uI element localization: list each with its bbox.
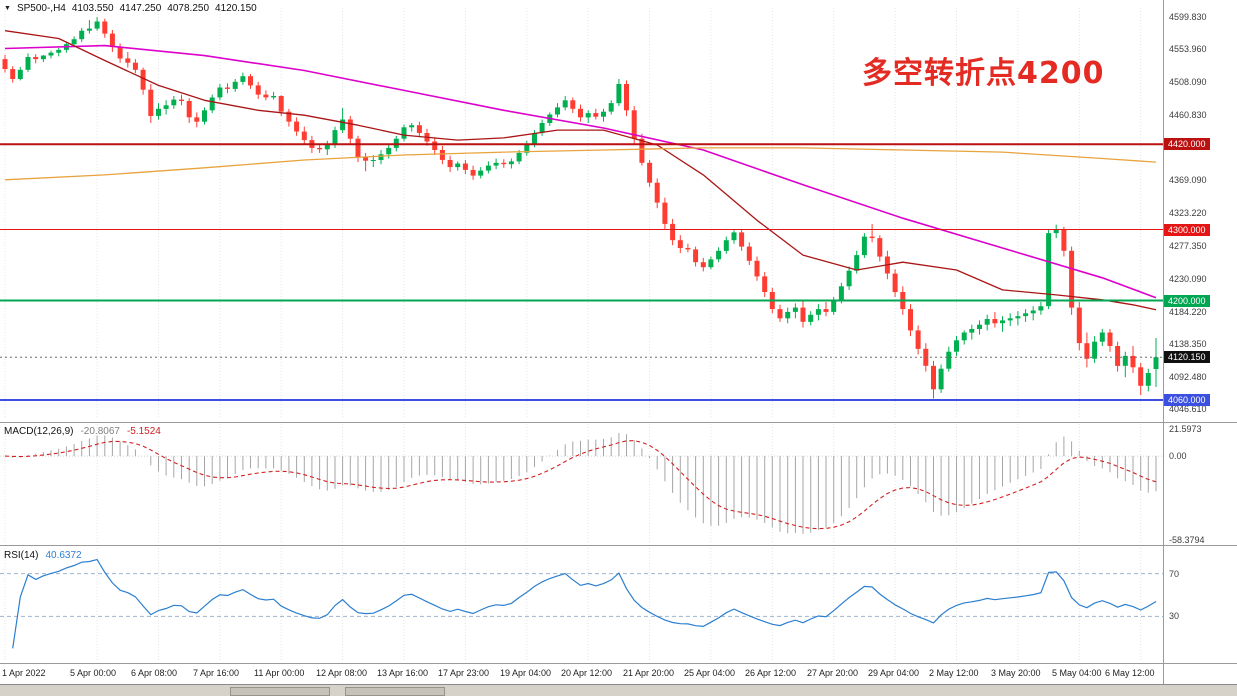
price-axis-tick: 4323.220 — [1169, 208, 1207, 218]
panel-separator-rsi[interactable] — [0, 545, 1237, 546]
chart-header: ▼ SP500-,H4 4103.550 4147.250 4078.250 4… — [4, 3, 257, 14]
ohlc-low-value: 4078.250 — [167, 3, 210, 14]
rsi-axis-level-30: 30 — [1169, 611, 1180, 621]
macd-axis-max: 21.5973 — [1169, 424, 1202, 434]
chart-annotation-text: 多空转折点4200 — [862, 56, 1105, 91]
price-axis-hline-label: 4420.000 — [1164, 138, 1210, 150]
price-axis-tick: 4460.830 — [1169, 110, 1207, 120]
symbol-timeframe-label: SP500-,H4 — [16, 3, 66, 14]
candlesticks — [2, 17, 1159, 399]
time-axis-label: 20 Apr 12:00 — [561, 668, 613, 678]
chart-canvas[interactable] — [0, 0, 1163, 684]
ma-line-long-orange — [4, 147, 1157, 181]
rsi-title: RSI(14) — [4, 550, 39, 561]
price-axis-tick: 4184.220 — [1169, 307, 1207, 317]
time-axis-label: 3 May 20:00 — [991, 668, 1041, 678]
ohlc-open-value: 4103.550 — [71, 3, 114, 14]
price-axis-hline-label: 4300.000 — [1164, 224, 1210, 236]
price-axis-tick: 4277.350 — [1169, 241, 1207, 251]
price-axis-tick: 4046.610 — [1169, 404, 1207, 414]
panel-separator-macd[interactable] — [0, 422, 1237, 423]
price-axis-tick: 4369.090 — [1169, 175, 1207, 185]
time-axis-label: 11 Apr 00:00 — [254, 668, 305, 678]
macd-axis-zero: 0.00 — [1169, 451, 1187, 461]
rsi-value: 40.6372 — [45, 550, 82, 561]
macd-histogram — [12, 433, 1157, 534]
macd-axis-min: -58.3794 — [1169, 535, 1205, 545]
time-axis-separator — [0, 663, 1237, 664]
time-axis-label: 26 Apr 12:00 — [745, 668, 797, 678]
macd-indicator-label: MACD(12,26,9) -20.8067 -5.1524 — [4, 426, 161, 437]
time-axis[interactable]: 1 Apr 2022 5 Apr 00:00 6 Apr 08:00 7 Apr 16… — [0, 664, 1163, 684]
price-axis-current-price: 4120.150 — [1164, 351, 1210, 363]
bottom-bar — [0, 684, 1237, 696]
time-axis-label: 1 Apr 2022 — [2, 668, 46, 678]
time-axis-label: 21 Apr 20:00 — [623, 668, 675, 678]
price-axis-hline-label: 4200.000 — [1164, 295, 1210, 307]
rsi-indicator-label: RSI(14) 40.6372 — [4, 550, 82, 561]
price-axis-tick: 4508.090 — [1169, 77, 1207, 87]
ma-line-slow-magenta — [4, 44, 1157, 299]
rsi-axis-level-70: 70 — [1169, 569, 1180, 579]
ohlc-high-value: 4147.250 — [119, 3, 162, 14]
macd-main-value: -20.8067 — [80, 426, 120, 437]
time-axis-label: 27 Apr 20:00 — [807, 668, 859, 678]
time-axis-label: 29 Apr 04:00 — [868, 668, 920, 678]
time-axis-label: 2 May 12:00 — [929, 668, 979, 678]
price-axis-tick: 4138.350 — [1169, 339, 1207, 349]
bottom-tab[interactable] — [230, 687, 330, 696]
macd-title: MACD(12,26,9) — [4, 426, 74, 437]
time-axis-label: 5 Apr 00:00 — [70, 668, 117, 678]
time-axis-label: 12 Apr 08:00 — [316, 668, 368, 678]
price-axis-tick: 4230.090 — [1169, 274, 1207, 284]
price-axis-hline-label: 4060.000 — [1164, 394, 1210, 406]
price-axis[interactable]: 4599.830 4553.960 4508.090 4460.830 4369.090… — [1163, 0, 1237, 684]
time-axis-label: 7 Apr 16:00 — [193, 668, 240, 678]
rsi-line — [12, 558, 1157, 649]
time-axis-label: 19 Apr 04:00 — [500, 668, 552, 678]
time-axis-label: 17 Apr 23:00 — [438, 668, 490, 678]
symbol-dropdown-icon[interactable]: ▼ — [4, 5, 11, 12]
bottom-tab[interactable] — [345, 687, 445, 696]
time-axis-label: 5 May 04:00 — [1052, 668, 1102, 678]
time-axis-label: 6 May 12:00 — [1105, 668, 1155, 678]
price-axis-tick: 4553.960 — [1169, 44, 1207, 54]
time-axis-label: 6 Apr 08:00 — [131, 668, 178, 678]
ma-line-fast-darkred — [4, 30, 1157, 311]
price-axis-tick: 4599.830 — [1169, 12, 1207, 22]
price-axis-tick: 4092.480 — [1169, 372, 1207, 382]
macd-signal-value: -5.1524 — [126, 426, 161, 437]
time-axis-label: 25 Apr 04:00 — [684, 668, 736, 678]
time-axis-label: 13 Apr 16:00 — [377, 668, 429, 678]
ohlc-close-value: 4120.150 — [215, 3, 257, 14]
